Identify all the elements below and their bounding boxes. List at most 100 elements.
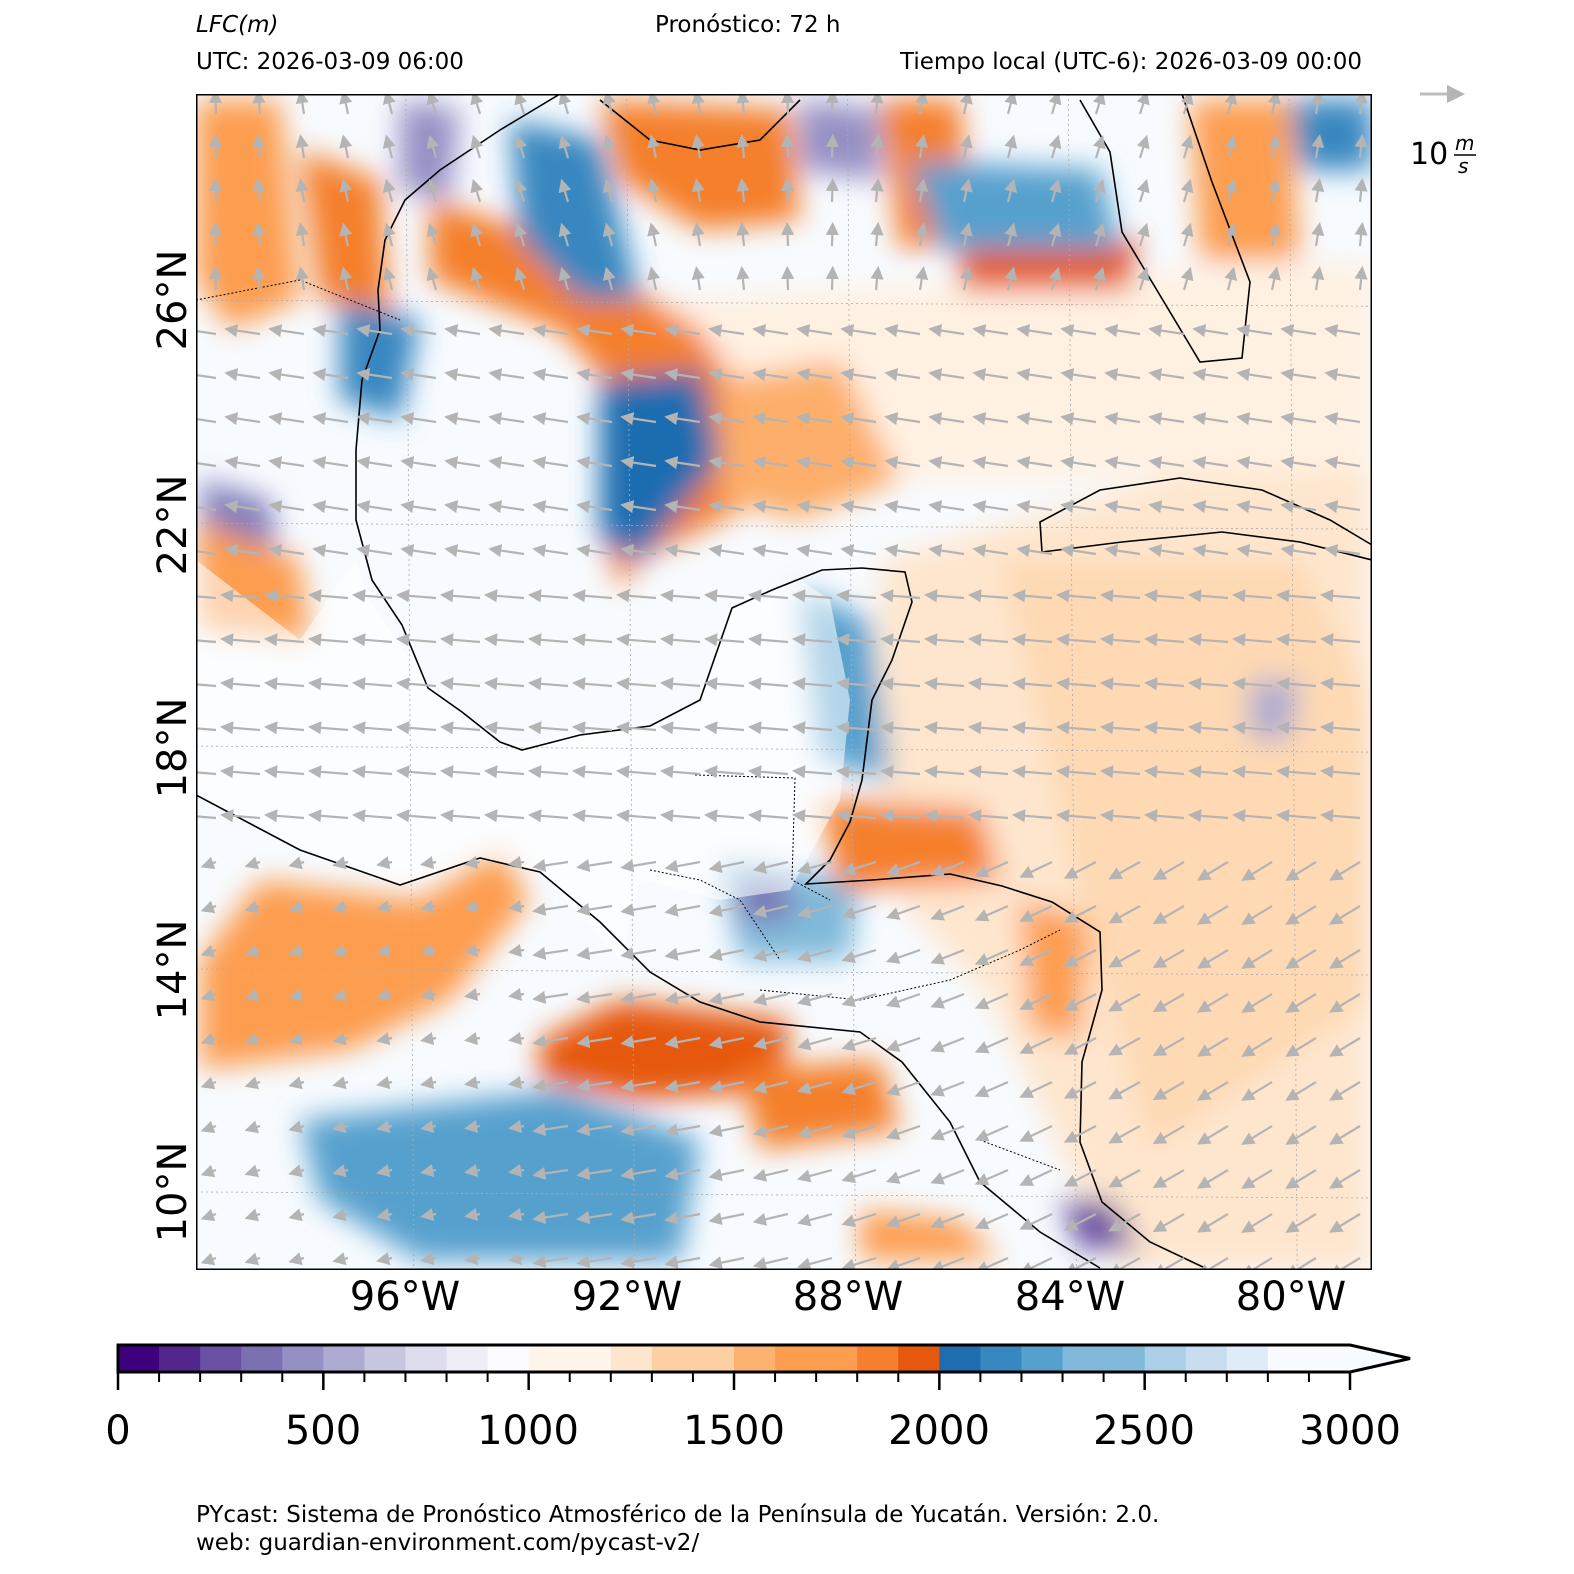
wind-arrow: [797, 1168, 833, 1183]
wind-arrow: [332, 1076, 349, 1090]
wind-arrow: [664, 859, 701, 873]
wind-arrow: [736, 221, 750, 247]
wind-arrow: [797, 1124, 833, 1139]
wind-arrow: [1063, 949, 1097, 967]
parallel: [196, 745, 1372, 753]
wind-arrow: [664, 500, 701, 514]
wind-arrow: [974, 1168, 1009, 1186]
wind-arrow: [1311, 94, 1325, 115]
map-plot[interactable]: [178, 92, 1372, 1276]
wind-arrow: [507, 1207, 525, 1221]
wind-arrow: [1329, 1125, 1361, 1145]
wind-arrow: [488, 456, 525, 470]
wind-arrow: [200, 1252, 217, 1266]
wind-arrow: [1060, 544, 1097, 558]
wind-arrow: [1108, 905, 1141, 924]
wind-arrow: [1319, 633, 1361, 647]
wind-arrow: [615, 721, 657, 735]
wind-arrow: [507, 1163, 525, 1177]
wind-arrow: [870, 265, 884, 291]
wind-arrow: [791, 765, 833, 779]
wind-arrow: [420, 856, 437, 870]
wind-arrow: [736, 265, 750, 291]
wind-arrow: [351, 765, 393, 779]
wind-arrow: [1311, 178, 1325, 203]
wind-arrow: [1055, 633, 1097, 647]
wind-arrow: [752, 1036, 789, 1050]
wind-arrow: [620, 412, 657, 426]
wind-arrow: [1196, 1257, 1229, 1270]
wind-arrow: [967, 633, 1009, 647]
wind-arrow: [974, 860, 1009, 878]
wind-arrow: [879, 677, 921, 691]
wind-arrow: [1136, 178, 1150, 203]
wind-arrow: [884, 456, 921, 470]
wind-arrow: [1148, 412, 1185, 426]
wind-arrow: [219, 765, 261, 779]
wind-arrow: [464, 1119, 481, 1133]
wind-arrow: [571, 765, 613, 779]
wind-arrow: [420, 1164, 437, 1178]
wind-key-unit-num: m: [1455, 131, 1474, 155]
wind-arrow: [532, 1254, 569, 1268]
wind-arrow: [464, 1251, 481, 1265]
wind-arrow: [923, 677, 965, 691]
lat-label: 14°N: [150, 920, 196, 1021]
wind-arrow: [923, 809, 965, 823]
wind-arrow: [1354, 221, 1368, 247]
wind-arrow: [244, 1076, 261, 1090]
wind-arrow: [532, 902, 569, 916]
wind-arrow: [339, 134, 353, 159]
wind-arrow: [224, 500, 261, 514]
wind-arrow: [841, 1212, 877, 1228]
colorbar-bin: [734, 1345, 776, 1372]
colorbar-bin: [1267, 1345, 1310, 1372]
wind-arrow: [915, 94, 929, 115]
colorbar-label: 2000: [888, 1408, 990, 1454]
wind-key-value: 10: [1410, 137, 1448, 172]
wind-arrow: [1099, 809, 1141, 823]
wind-arrow: [1241, 949, 1273, 969]
wind-arrow: [841, 904, 877, 920]
wind-arrow: [1108, 1125, 1141, 1144]
wind-arrow: [1224, 222, 1238, 247]
wind-arrow: [1236, 500, 1273, 514]
wind-arrow: [527, 809, 569, 823]
wind-arrow: [835, 765, 877, 779]
wind-arrow: [339, 94, 353, 115]
wind-arrow: [332, 1120, 349, 1134]
wind-arrow: [307, 809, 349, 823]
wind-arrow: [1143, 633, 1185, 647]
wind-arrow: [1092, 134, 1106, 159]
wind-arrow: [664, 991, 701, 1005]
wind-arrow: [1016, 368, 1053, 382]
wind-arrow: [439, 589, 481, 603]
wind-arrow: [1354, 133, 1368, 159]
wind-arrow: [339, 266, 353, 291]
parallel: [196, 522, 1372, 530]
wind-arrow: [870, 133, 884, 159]
footer-web[interactable]: web: guardian-environment.com/pycast-v2/: [196, 1530, 699, 1556]
wind-arrow: [1048, 222, 1062, 247]
colorbar-bin: [857, 1345, 899, 1372]
wind-arrow: [295, 94, 309, 115]
wind-arrow: [444, 456, 481, 470]
wind-arrow: [1324, 412, 1361, 426]
colorbar-bin: [282, 1345, 324, 1372]
wind-arrow: [1241, 1125, 1273, 1145]
wind-arrow: [444, 368, 481, 382]
colorbar-bin: [1185, 1345, 1228, 1372]
wind-arrow: [959, 266, 973, 291]
wind-arrow: [1280, 368, 1317, 382]
wind-arrow: [439, 633, 481, 647]
wind-arrow: [708, 412, 745, 426]
wind-arrow: [351, 589, 393, 603]
wind-arrow: [1092, 222, 1106, 247]
wind-arrow: [841, 1256, 877, 1270]
wind-arrow: [1063, 993, 1097, 1011]
wind-arrow: [1354, 177, 1368, 203]
wind-arrow: [395, 765, 437, 779]
wind-arrow: [620, 368, 657, 382]
wind-arrow: [196, 505, 217, 512]
